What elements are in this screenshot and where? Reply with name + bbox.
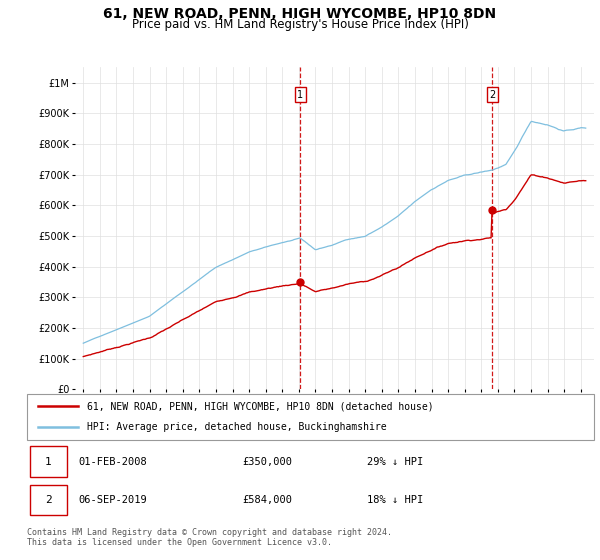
Text: 2: 2 bbox=[489, 90, 496, 100]
FancyBboxPatch shape bbox=[30, 446, 67, 477]
Text: HPI: Average price, detached house, Buckinghamshire: HPI: Average price, detached house, Buck… bbox=[86, 422, 386, 432]
Text: Contains HM Land Registry data © Crown copyright and database right 2024.
This d: Contains HM Land Registry data © Crown c… bbox=[27, 528, 392, 547]
Text: 1: 1 bbox=[297, 90, 303, 100]
Text: 18% ↓ HPI: 18% ↓ HPI bbox=[367, 494, 424, 505]
Text: 61, NEW ROAD, PENN, HIGH WYCOMBE, HP10 8DN (detached house): 61, NEW ROAD, PENN, HIGH WYCOMBE, HP10 8… bbox=[86, 401, 433, 411]
FancyBboxPatch shape bbox=[27, 394, 594, 440]
FancyBboxPatch shape bbox=[30, 484, 67, 515]
Text: £350,000: £350,000 bbox=[242, 456, 292, 466]
Text: £584,000: £584,000 bbox=[242, 494, 292, 505]
Text: 1: 1 bbox=[45, 456, 52, 466]
Text: 01-FEB-2008: 01-FEB-2008 bbox=[78, 456, 147, 466]
Text: 29% ↓ HPI: 29% ↓ HPI bbox=[367, 456, 424, 466]
Text: 06-SEP-2019: 06-SEP-2019 bbox=[78, 494, 147, 505]
Text: 2: 2 bbox=[45, 494, 52, 505]
Text: 61, NEW ROAD, PENN, HIGH WYCOMBE, HP10 8DN: 61, NEW ROAD, PENN, HIGH WYCOMBE, HP10 8… bbox=[103, 7, 497, 21]
Text: Price paid vs. HM Land Registry's House Price Index (HPI): Price paid vs. HM Land Registry's House … bbox=[131, 18, 469, 31]
